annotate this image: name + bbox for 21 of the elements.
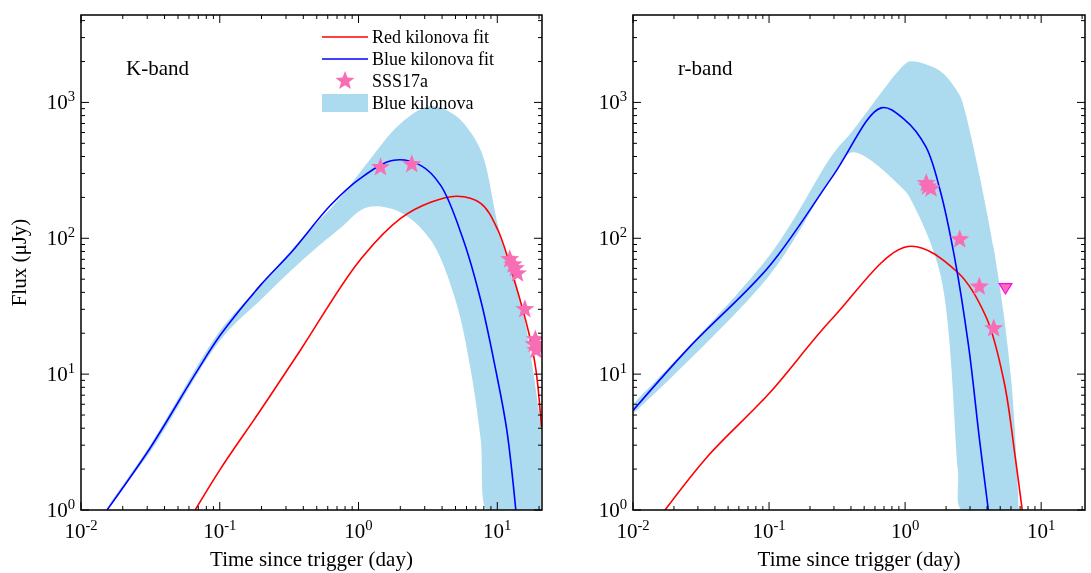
legend-label: SSS17a [372,71,429,91]
y-tick-label: 10$^{2}$ [46,224,75,251]
y-tick-label: 10$^{2}$ [598,224,627,251]
text: K-band [126,56,190,80]
text: r-band [678,56,733,80]
y-tick-label: 10$^{1}$ [46,360,75,387]
x-axis-title: Time since trigger (day) [757,547,961,571]
x-axis-title: Time since trigger (day) [210,547,413,571]
x-tick-label: 10$^{0}$ [344,517,373,543]
y-tick-label: 10$^{3}$ [46,88,75,115]
x-tick-label: 10$^{0}$ [890,517,920,543]
legend-label: Blue kilonova fit [372,49,494,69]
y-tick-label: 10$^{1}$ [598,360,627,387]
y-tick-label: 10$^{3}$ [598,88,627,115]
x-tick-label: 10$^{-1}$ [752,517,786,543]
x-tick-label: 10$^{1}$ [1026,517,1056,543]
legend-label: Red kilonova fit [372,27,489,47]
y-axis-title: Flux (μJy) [7,218,31,307]
legend-label: Blue kilonova [372,93,474,113]
x-tick-label: 10$^{1}$ [483,517,512,543]
x-tick-label: 10$^{-1}$ [203,517,237,543]
